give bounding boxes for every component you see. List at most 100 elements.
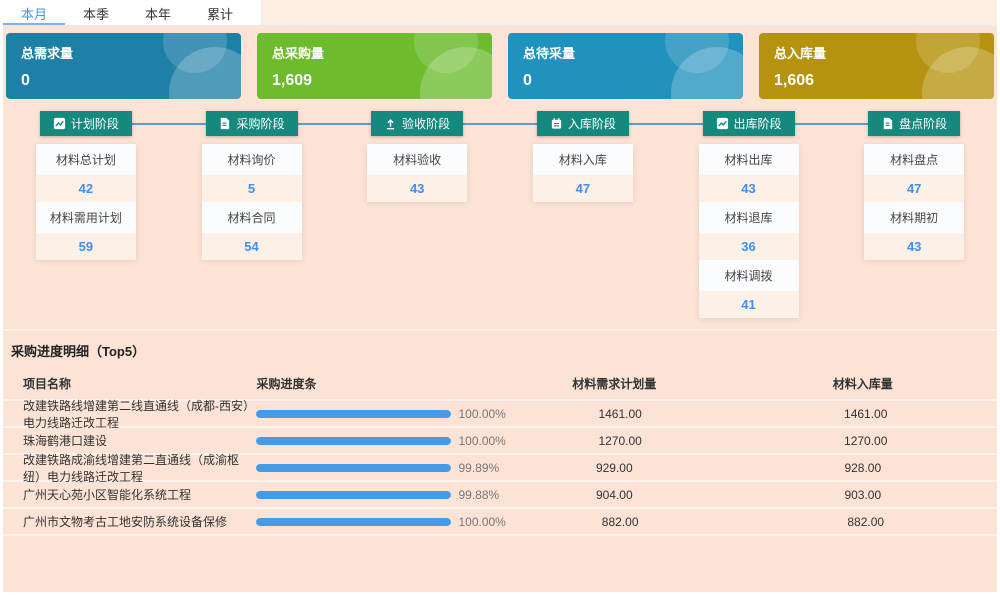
stat-card-title: 总采购量 xyxy=(272,46,325,61)
stat-card-value: 0 xyxy=(21,72,30,89)
chart-icon xyxy=(53,117,66,130)
stage-item-label: 材料期初 xyxy=(864,202,965,233)
progress-percent-label: 100.00% xyxy=(458,433,506,448)
upload-icon xyxy=(384,117,397,130)
col-header-progress-bar: 采购进度条 xyxy=(256,377,317,391)
project-name-cell: 广州天心苑小区智能化系统工程 xyxy=(23,488,192,502)
stage-item-count: 54 xyxy=(201,233,302,260)
plan-quantity-cell: 904.00 xyxy=(595,487,633,502)
stage-item-list: 材料入库 47 xyxy=(532,144,633,202)
project-name-cell: 珠海鹤港口建设 xyxy=(23,434,108,448)
document-icon xyxy=(218,117,231,130)
project-name-cell: 改建铁路成渝线增建第二直通线（成渝枢纽）电力线路迁改工程 xyxy=(23,452,240,484)
stage-item-label: 材料询价 xyxy=(201,144,302,175)
stock-quantity-cell: 903.00 xyxy=(844,487,882,502)
progress-bar-fill xyxy=(256,517,452,526)
stage-column: 入库阶段 材料入库 47 xyxy=(500,111,666,318)
stage-item-list: 材料总计划 42 材料需用计划 59 xyxy=(35,144,136,260)
stage-item-label: 材料调拨 xyxy=(698,260,799,291)
stage-column: 采购阶段 材料询价 5 材料合同 54 xyxy=(169,111,335,318)
stage-item-label: 材料验收 xyxy=(367,144,468,175)
stage-button[interactable]: 入库阶段 xyxy=(536,111,629,136)
stat-card: 总入库量 1,606 xyxy=(759,33,994,99)
stat-card: 总需求量 0 xyxy=(6,33,241,99)
stage-button[interactable]: 盘点阶段 xyxy=(868,111,961,136)
stage-item-count: 47 xyxy=(532,175,633,202)
tab[interactable]: 累计 xyxy=(207,7,234,22)
stage-button-label: 采购阶段 xyxy=(236,117,285,131)
table-row: 广州市文物考古工地安防系统设备保修 100.00% 882.00 882.00 xyxy=(3,509,997,536)
progress-cell: 100.00% xyxy=(256,514,506,529)
stage-item-label: 材料合同 xyxy=(201,202,302,233)
stage-item-count: 47 xyxy=(864,175,965,202)
tab[interactable]: 本季 xyxy=(83,7,110,22)
stage-item-count: 43 xyxy=(367,175,468,202)
stock-quantity-cell: 1270.00 xyxy=(844,433,888,448)
stage-item-label: 材料出库 xyxy=(698,144,799,175)
stage-item-label: 材料盘点 xyxy=(864,144,965,175)
process-flow: 计划阶段 材料总计划 42 材料需用计划 59 采购阶段 材料询价 5 材料合同… xyxy=(3,111,997,318)
stage-item: 材料总计划 42 xyxy=(35,144,136,202)
progress-bar-fill xyxy=(256,436,452,445)
progress-cell: 99.89% xyxy=(256,461,500,475)
stage-button[interactable]: 采购阶段 xyxy=(205,111,298,136)
tab[interactable]: 本年 xyxy=(145,7,172,22)
stage-item-list: 材料验收 43 xyxy=(367,144,468,202)
stage-item: 材料合同 54 xyxy=(201,202,302,260)
progress-bar-track xyxy=(256,436,452,445)
stage-button[interactable]: 出库阶段 xyxy=(702,111,795,136)
progress-cell: 99.88% xyxy=(256,488,500,502)
stat-card-title: 总需求量 xyxy=(21,46,74,61)
progress-percent-label: 99.89% xyxy=(458,460,500,475)
stage-item: 材料出库 43 xyxy=(698,144,799,202)
plan-quantity-cell: 929.00 xyxy=(595,460,633,475)
stage-item-count: 41 xyxy=(698,291,799,318)
stage-column: 出库阶段 材料出库 43 材料退库 36 材料调拨 41 xyxy=(666,111,832,318)
progress-percent-label: 100.00% xyxy=(458,406,506,421)
stage-item-label: 材料入库 xyxy=(532,144,633,175)
stage-column: 验收阶段 材料验收 43 xyxy=(334,111,500,318)
progress-bar-track xyxy=(256,517,452,526)
stage-item-count: 42 xyxy=(35,175,136,202)
project-name-cell: 广州市文物考古工地安防系统设备保修 xyxy=(23,515,228,529)
stage-item: 材料期初 43 xyxy=(864,202,965,260)
stock-quantity-cell: 1461.00 xyxy=(844,406,888,421)
table-row: 广州天心苑小区智能化系统工程 99.88% 904.00 903.00 xyxy=(3,482,997,509)
stat-card-value: 1,606 xyxy=(774,72,815,89)
flow-connector-line xyxy=(82,123,918,125)
progress-percent-label: 100.00% xyxy=(458,514,506,529)
dashboard-page: 本月 本季 本年 累计 总需求量 0 总采购量 1,609 总待采量 0 总入库量 1… xyxy=(3,0,997,592)
stage-button[interactable]: 验收阶段 xyxy=(371,111,464,136)
stage-button[interactable]: 计划阶段 xyxy=(39,111,132,136)
col-header-stock-quantity: 材料入库量 xyxy=(832,377,893,391)
stage-button-label: 盘点阶段 xyxy=(899,117,948,131)
stage-item-label: 材料需用计划 xyxy=(35,202,136,233)
project-name-cell: 改建铁路线增建第二线直通线（成都-西安）电力线路迁改工程 xyxy=(23,398,255,430)
stat-card-value: 1,609 xyxy=(272,72,313,89)
progress-bar-fill xyxy=(256,490,452,499)
col-header-project-name: 项目名称 xyxy=(23,377,72,391)
stage-button-label: 计划阶段 xyxy=(70,117,119,131)
col-header-plan-quantity: 材料需求计划量 xyxy=(572,377,657,391)
stage-button-label: 出库阶段 xyxy=(733,117,782,131)
stage-button-label: 入库阶段 xyxy=(567,117,616,131)
calendar-icon xyxy=(550,117,563,130)
plan-quantity-cell: 1270.00 xyxy=(598,433,642,448)
stat-card-title: 总待采量 xyxy=(523,46,576,61)
tab[interactable]: 本月 xyxy=(3,0,66,25)
stage-column: 计划阶段 材料总计划 42 材料需用计划 59 xyxy=(3,111,169,318)
section-title: 采购进度明细（Top5） xyxy=(11,344,146,359)
stage-item-count: 43 xyxy=(698,175,799,202)
progress-cell: 100.00% xyxy=(256,406,506,421)
stage-item-list: 材料询价 5 材料合同 54 xyxy=(201,144,302,260)
stage-item: 材料入库 47 xyxy=(532,144,633,202)
stage-item-label: 材料总计划 xyxy=(35,144,136,175)
stat-card: 总采购量 1,609 xyxy=(257,33,492,99)
stat-card-title: 总入库量 xyxy=(774,46,827,61)
stage-item-count: 59 xyxy=(35,233,136,260)
stock-quantity-cell: 928.00 xyxy=(844,460,882,475)
table-row: 改建铁路成渝线增建第二直通线（成渝枢纽）电力线路迁改工程 99.89% 929.… xyxy=(3,453,997,484)
stage-item: 材料调拨 41 xyxy=(698,260,799,318)
progress-bar-fill xyxy=(256,409,452,418)
document-icon xyxy=(881,117,894,130)
